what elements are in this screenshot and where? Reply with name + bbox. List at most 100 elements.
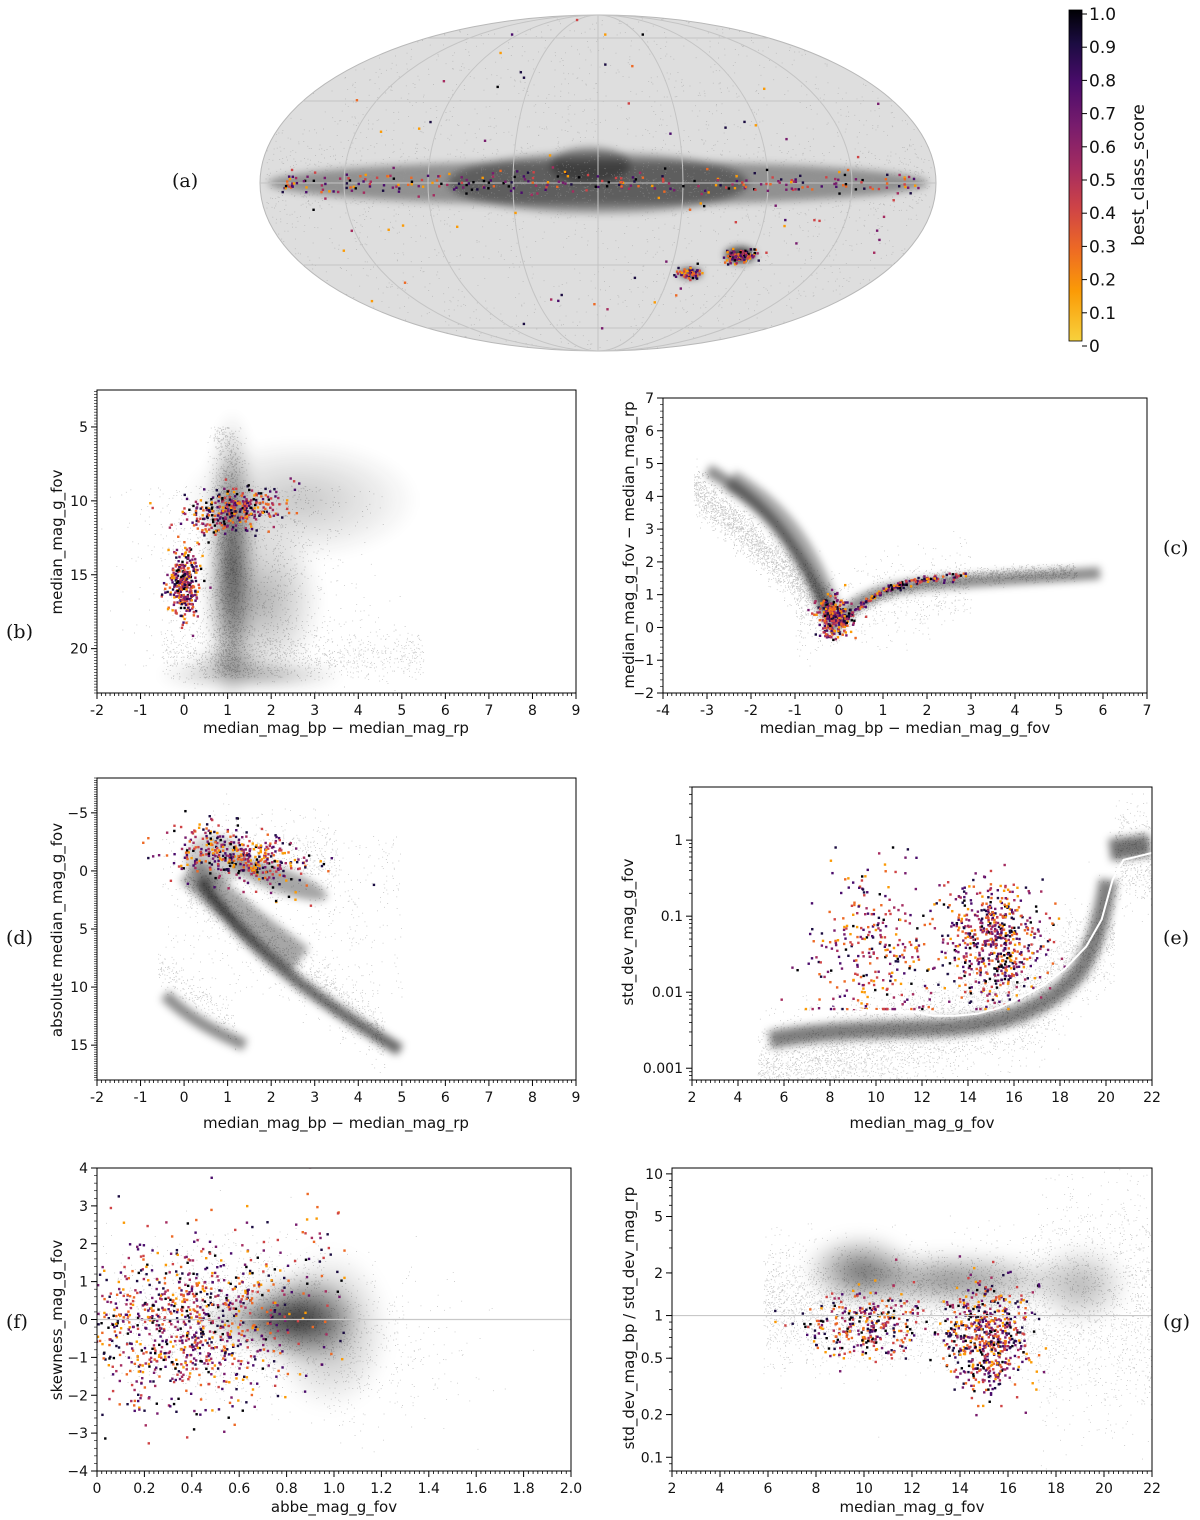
data-point	[130, 1361, 133, 1364]
data-point	[237, 1359, 240, 1363]
data-point	[984, 909, 988, 913]
data-point	[174, 572, 178, 575]
data-point	[871, 936, 875, 939]
data-point	[994, 946, 998, 950]
data-point	[797, 188, 800, 191]
data-point	[255, 868, 259, 871]
data-point	[261, 497, 265, 501]
data-point	[207, 1354, 210, 1358]
data-point	[289, 842, 292, 845]
data-point	[237, 871, 240, 875]
data-point	[151, 1314, 154, 1318]
data-point	[255, 844, 258, 847]
data-point	[224, 517, 228, 521]
data-point	[875, 976, 879, 979]
data-point	[208, 523, 212, 527]
data-point	[397, 183, 400, 187]
data-point	[115, 1344, 118, 1348]
data-point	[1013, 926, 1016, 930]
x-tick-label: 1.0	[323, 1481, 345, 1497]
data-point	[857, 606, 860, 609]
data-point	[270, 1279, 273, 1282]
data-point	[157, 1293, 161, 1296]
data-point	[946, 881, 950, 884]
data-point	[199, 1306, 202, 1309]
data-point	[1000, 955, 1003, 958]
data-point	[241, 492, 244, 495]
data-point	[1020, 953, 1023, 957]
data-point	[846, 620, 849, 623]
data-point	[272, 1301, 275, 1304]
data-point	[228, 1336, 231, 1339]
data-point	[224, 532, 227, 535]
data-point	[183, 493, 186, 497]
data-point	[536, 192, 539, 195]
data-point	[122, 1316, 125, 1319]
data-point	[858, 886, 861, 889]
data-point	[979, 1007, 982, 1011]
data-point	[820, 602, 823, 605]
data-point	[988, 977, 992, 981]
data-point	[256, 1256, 259, 1259]
data-point	[131, 1349, 135, 1352]
data-point	[370, 299, 374, 303]
data-point	[726, 251, 729, 254]
data-point	[278, 883, 281, 886]
data-point	[956, 964, 959, 968]
data-point	[199, 1359, 202, 1363]
data-point	[167, 1303, 171, 1306]
data-point	[206, 1362, 210, 1366]
data-point	[218, 505, 221, 508]
data-point	[862, 891, 866, 894]
data-point	[242, 843, 245, 847]
data-point	[229, 515, 232, 519]
data-point	[1012, 967, 1016, 970]
data-point	[998, 936, 1001, 939]
data-point	[908, 965, 912, 968]
data-point	[283, 1276, 286, 1280]
y-tick-label: −1	[633, 653, 654, 669]
data-point	[915, 946, 918, 949]
data-point	[269, 855, 273, 858]
data-point	[957, 950, 960, 954]
data-point	[170, 1235, 174, 1238]
data-point	[113, 1330, 117, 1333]
data-point	[281, 1350, 284, 1353]
data-point	[238, 843, 241, 847]
data-point	[224, 856, 227, 860]
data-point	[211, 496, 215, 499]
data-point	[136, 1245, 139, 1249]
y-tick-label: 4	[79, 1161, 88, 1177]
data-point	[183, 572, 187, 576]
data-point	[248, 839, 251, 843]
data-point	[1044, 912, 1048, 915]
data-point	[997, 965, 1001, 969]
data-point	[174, 579, 177, 582]
data-point	[1002, 949, 1005, 952]
data-point	[208, 1359, 211, 1362]
data-point	[218, 835, 222, 838]
data-point	[143, 1346, 147, 1350]
data-point	[958, 984, 961, 988]
data-point	[234, 500, 237, 503]
data-point	[765, 182, 768, 186]
data-point	[225, 1293, 229, 1297]
density-e	[757, 793, 1152, 1080]
data-point	[960, 920, 963, 923]
data-point	[258, 867, 261, 870]
data-point	[266, 833, 269, 836]
data-point	[230, 856, 233, 859]
data-point	[955, 922, 958, 926]
data-point	[818, 219, 821, 223]
data-point	[860, 1002, 863, 1005]
data-point	[818, 618, 821, 622]
data-point	[732, 256, 735, 259]
data-point	[844, 182, 848, 186]
plot-area-c	[663, 398, 1147, 693]
data-point	[132, 1296, 136, 1299]
data-point	[149, 1360, 153, 1363]
data-point	[641, 33, 644, 36]
data-point	[129, 1369, 132, 1373]
data-point	[751, 256, 755, 259]
data-point	[204, 860, 207, 863]
